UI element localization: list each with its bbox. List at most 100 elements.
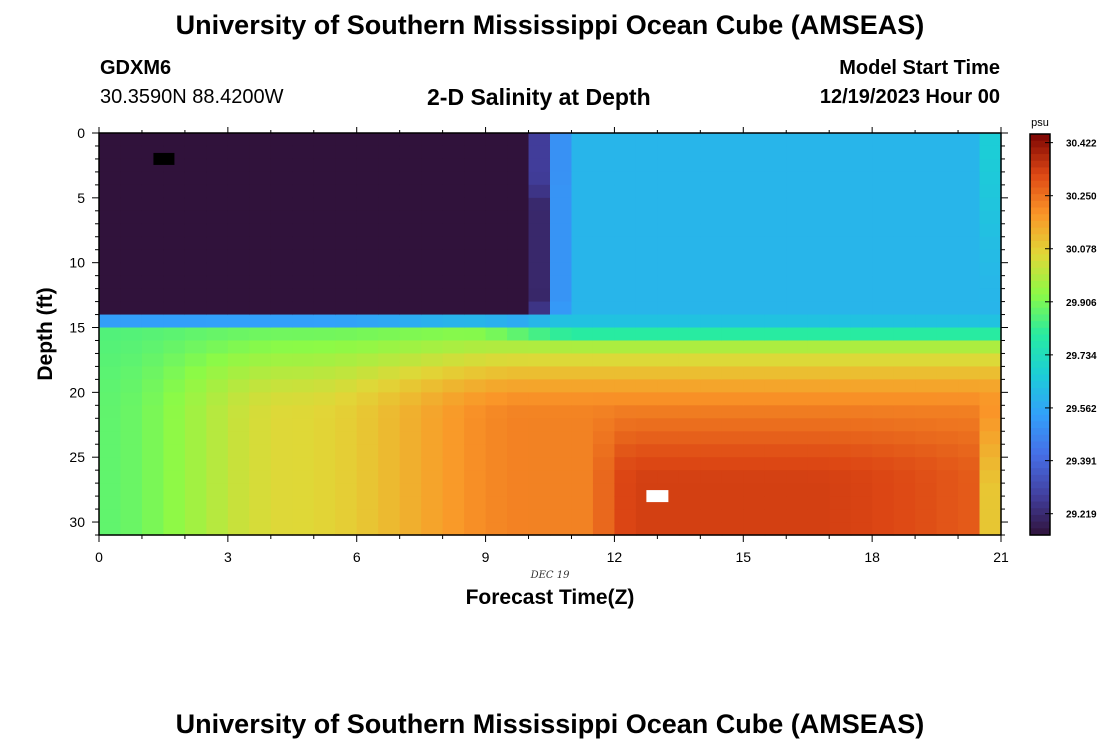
colorbar-segment [1030,408,1050,416]
heatmap-cell [764,483,787,497]
heatmap-cell [378,210,401,225]
heatmap-cell [700,210,723,225]
heatmap-cell [893,405,916,419]
heatmap-cell [507,483,530,497]
heatmap-cell [249,522,272,536]
heatmap-cell [743,223,766,238]
heatmap-cell [764,210,787,225]
heatmap-cell [936,262,959,277]
heatmap-cell [592,366,616,380]
heatmap-cell [807,314,830,329]
heatmap-cell [313,158,336,173]
heatmap-cell [872,275,895,290]
heatmap-cell [958,314,981,329]
heatmap-cell [163,379,186,393]
heatmap-cell [635,158,658,173]
heatmap-cell [958,496,981,510]
heatmap-cell [442,392,465,406]
heatmap-cell [442,288,465,303]
heatmap-cell [635,197,658,212]
colorbar-segment [1030,307,1050,316]
heatmap-cell [227,184,250,199]
heatmap-cell [678,288,701,303]
heatmap-cell [335,340,358,355]
heatmap-cell [614,210,637,225]
heatmap-cell [764,340,787,355]
heatmap-cell [571,418,594,432]
heatmap-cell [356,340,379,355]
heatmap-cell [786,184,809,199]
x-tick-label: 21 [993,549,1009,565]
heatmap-cell [485,145,508,160]
heatmap-cell [743,353,766,368]
heatmap-cell [721,496,744,510]
heatmap-cell [184,133,207,147]
heatmap-cell [528,210,551,225]
heatmap-cell [700,133,723,147]
heatmap-cell [936,379,959,393]
heatmap-cell [829,133,852,147]
heatmap-cell [442,470,465,484]
heatmap-cell [206,158,229,173]
heatmap-cell [141,197,165,212]
heatmap-cell [464,288,487,303]
heatmap-cell [807,444,830,458]
heatmap-cell [721,353,744,368]
heatmap-cell [571,301,594,316]
heatmap-cell [657,301,680,316]
heatmap-cell [786,405,809,419]
heatmap-cell [678,158,701,173]
heatmap-cell [743,133,766,147]
footer-title: University of Southern Mississippi Ocean… [175,709,925,739]
heatmap-cell [979,301,1002,316]
heatmap-cell [184,522,207,536]
heatmap-cell [141,366,165,380]
heatmap-cell [99,184,122,199]
heatmap-cell [421,431,444,445]
heatmap-cell [399,288,422,303]
heatmap-cell [206,223,229,238]
max-marker [646,490,669,503]
heatmap-cell [614,509,637,523]
heatmap-cell [378,509,401,523]
heatmap-cell [614,133,637,147]
heatmap-cell [614,301,637,316]
heatmap-cell [442,418,465,432]
heatmap-cell [313,197,336,212]
heatmap-cell [99,288,122,303]
colorbar-segment [1030,220,1050,229]
heatmap-cell [464,431,487,445]
heatmap-cell [786,340,809,355]
heatmap-cell [786,379,809,393]
heatmap-cell [335,431,358,445]
heatmap-cell [893,249,916,264]
heatmap-cell [571,275,594,290]
heatmap-cell [249,353,272,368]
heatmap-cell [872,379,895,393]
heatmap-cell [528,327,551,342]
heatmap-cell [120,496,143,510]
heatmap-cell [743,457,766,471]
heatmap-cell [872,444,895,458]
heatmap-cell [464,275,487,290]
heatmap-cell [442,262,465,277]
heatmap-cell [227,301,250,316]
heatmap-cell [958,275,981,290]
heatmap-cell [807,470,830,484]
heatmap-cell [764,444,787,458]
heatmap-cell [464,405,487,419]
heatmap-cell [550,197,573,212]
heatmap-cell [249,327,272,342]
heatmap-cell [485,483,508,497]
colorbar-segment [1030,214,1050,222]
y-tick-label: 30 [69,514,85,530]
heatmap-cell [141,392,165,406]
heatmap-cell [893,327,916,342]
heatmap-cell [936,301,959,316]
heatmap-cell [464,392,487,406]
heatmap-cell [571,223,594,238]
heatmap-cell [550,288,573,303]
heatmap-cell [356,249,379,264]
heatmap-cell [184,431,207,445]
heatmap-cell [335,184,358,199]
